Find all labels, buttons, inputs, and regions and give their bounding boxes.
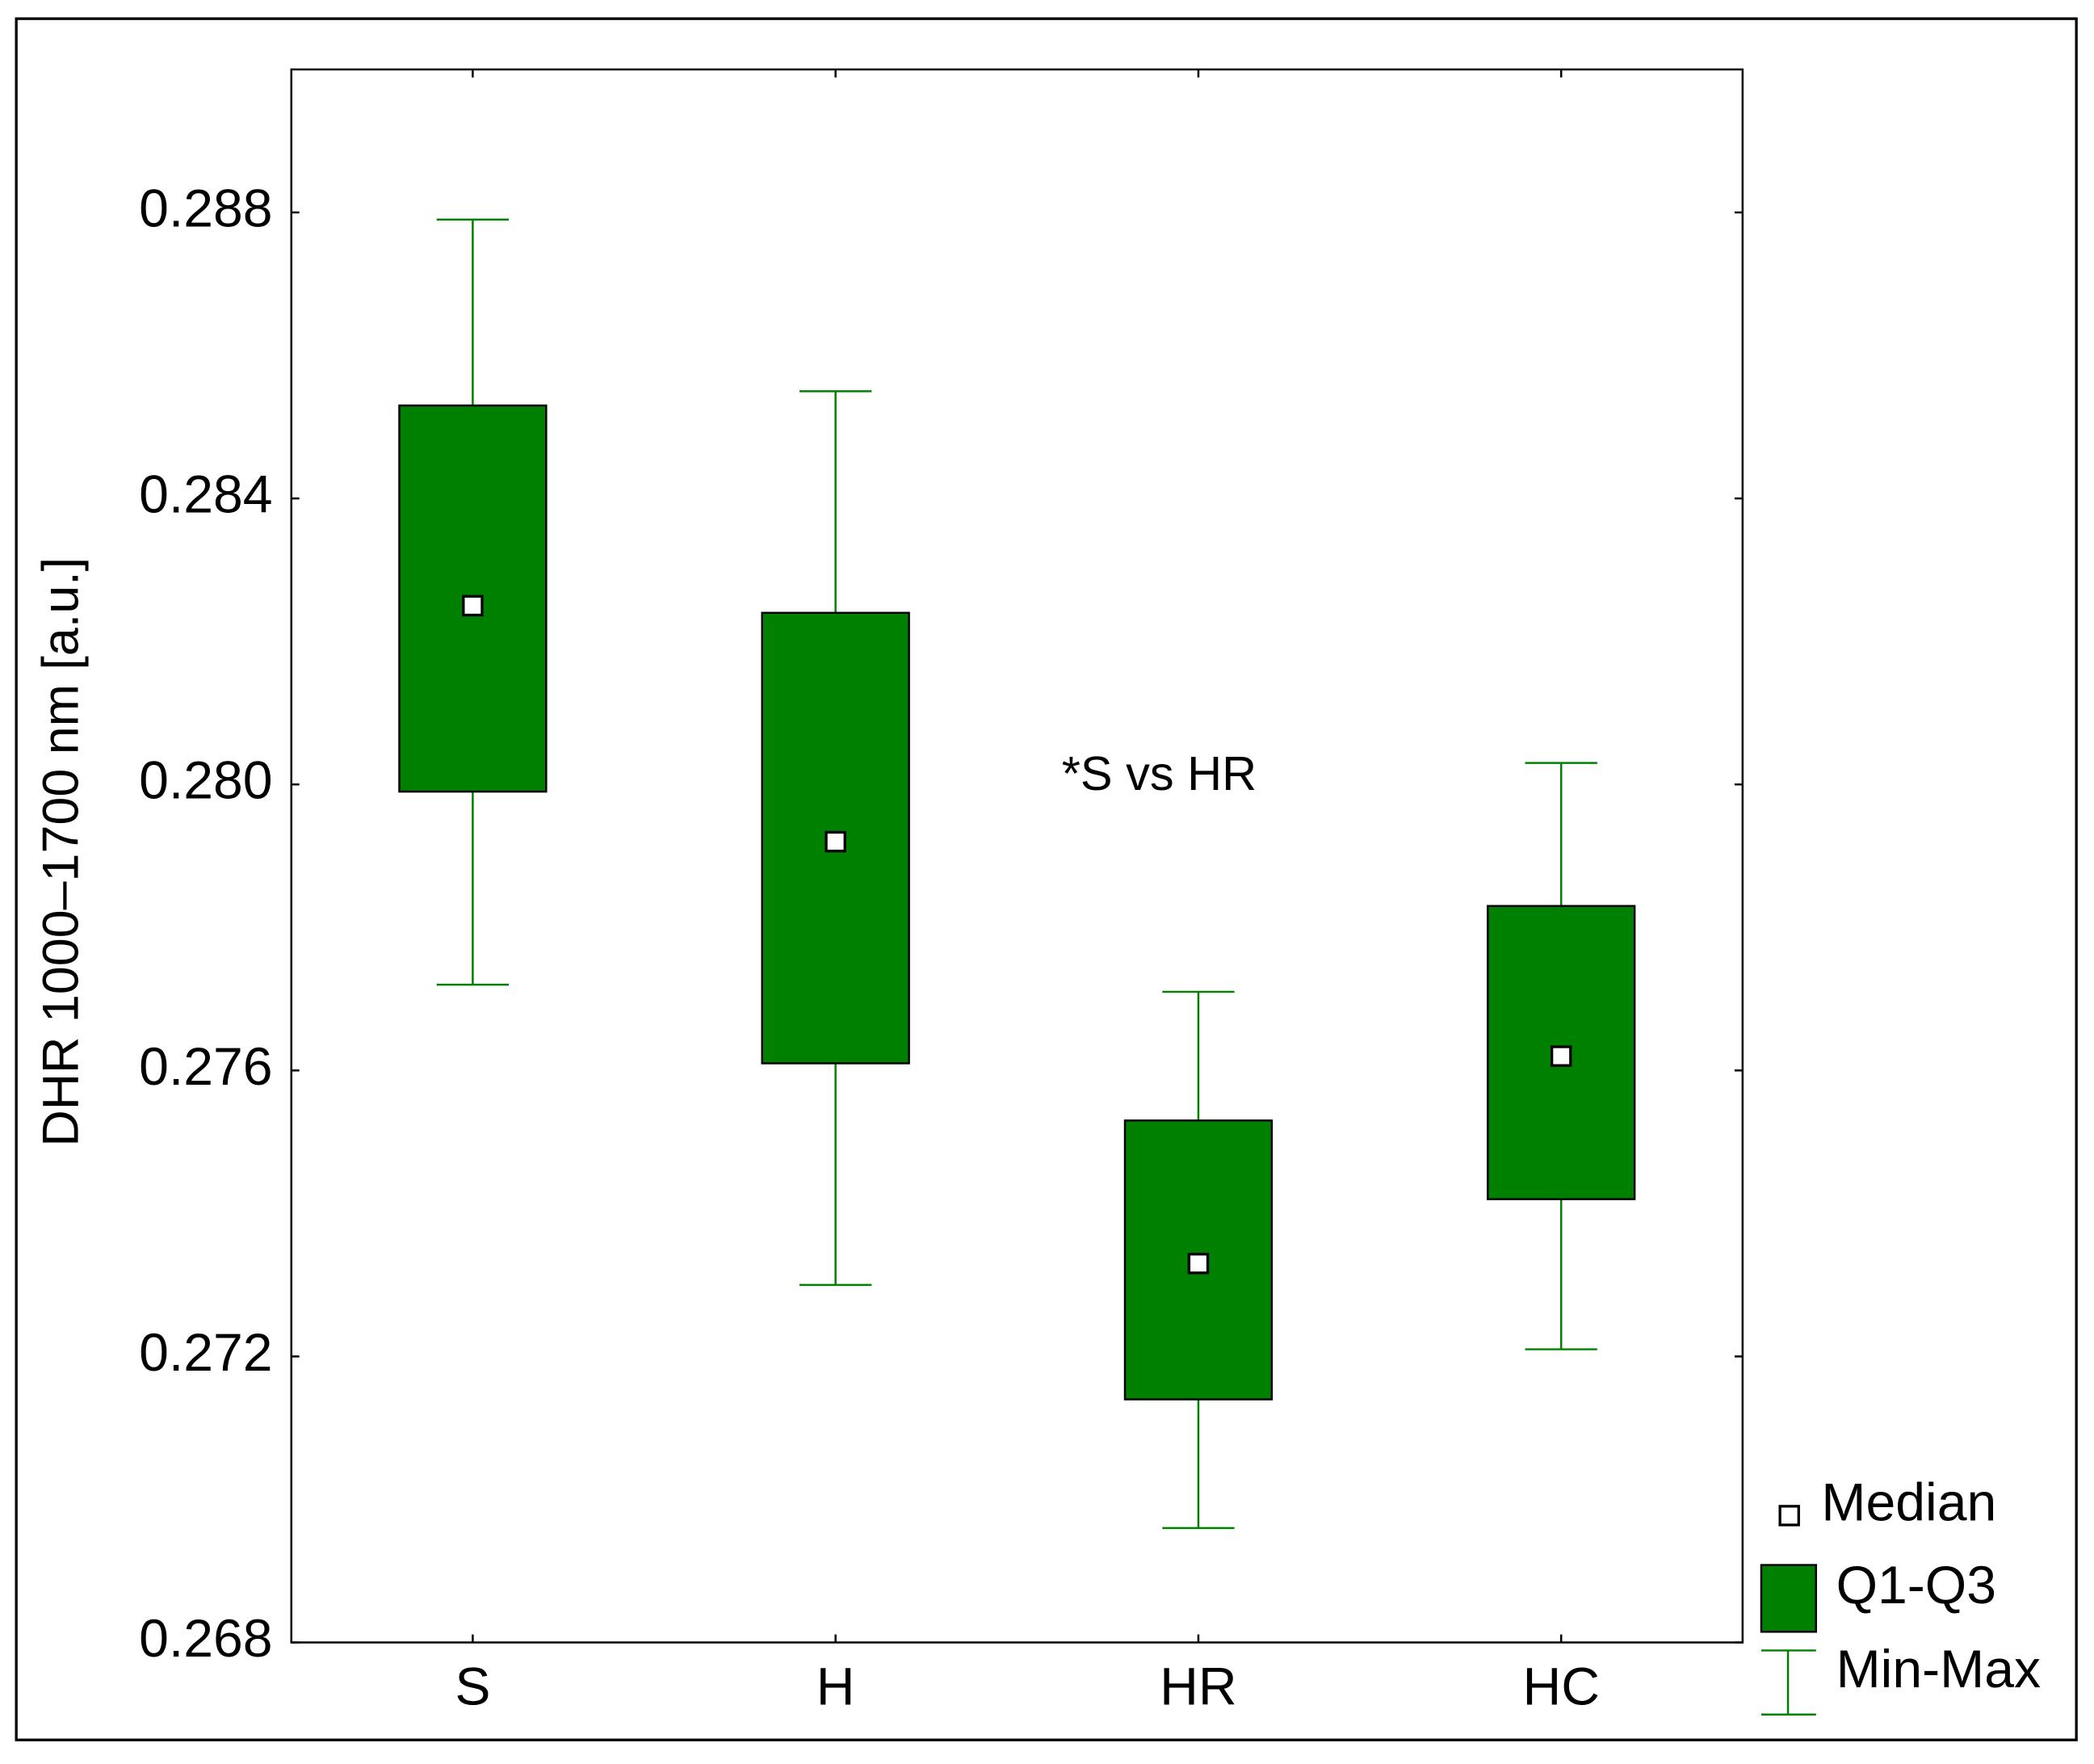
median [1550, 1045, 1572, 1067]
box [761, 611, 910, 1065]
y-tick-label: 0.268 [139, 1609, 272, 1669]
y-axis-label: DHR 1000–1700 nm [a.u.] [32, 557, 89, 1147]
annotation: *S vs HR [1062, 746, 1257, 800]
frame [15, 17, 2078, 1741]
x-tick-label: HC [1522, 1657, 1600, 1716]
x-tick-label: HR [1160, 1657, 1237, 1716]
y-tick-label: 0.288 [139, 178, 272, 238]
y-tick-label: 0.276 [139, 1037, 272, 1097]
y-tick-label: 0.280 [139, 751, 272, 811]
x-tick-label: H [816, 1657, 855, 1716]
plot-area [290, 68, 1744, 1644]
legend-box-icon [1760, 1564, 1818, 1633]
legend-label: Median [1821, 1472, 1996, 1532]
legend-median-icon [1778, 1505, 1800, 1527]
y-tick-label: 0.272 [139, 1323, 272, 1383]
legend-whisker-icon [1760, 1649, 1816, 1716]
median [1187, 1253, 1210, 1275]
y-tick-label: 0.284 [139, 465, 272, 525]
legend-label: Min-Max [1836, 1640, 2042, 1699]
median [462, 594, 484, 617]
median [825, 830, 846, 853]
x-tick-label: S [455, 1657, 490, 1716]
legend-label: Q1-Q3 [1836, 1556, 1996, 1615]
